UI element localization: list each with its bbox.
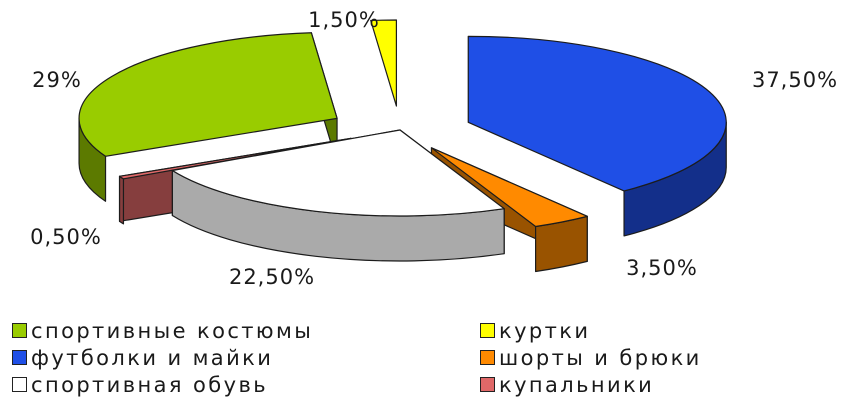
legend-label: купальники xyxy=(499,372,655,397)
pie-slice-side xyxy=(118,175,125,225)
legend-item-sport-suits: спортивные костюмы xyxy=(12,318,480,343)
legend-label: спортивная обувь xyxy=(31,372,268,397)
pie-label-4: 29% xyxy=(32,68,82,92)
legend-item-tshirts: футболки и майки xyxy=(12,345,480,370)
legend-item-shorts: шорты и брюки xyxy=(480,345,840,370)
pie-slices xyxy=(78,19,727,273)
pie-label-2: 22,50% xyxy=(229,265,315,289)
legend-label: футболки и майки xyxy=(31,345,274,370)
pie-slice-2 xyxy=(171,129,505,217)
pie-slice-1 xyxy=(430,147,588,228)
legend-swatch xyxy=(480,350,495,365)
pie-slice-5 xyxy=(370,19,398,107)
pie-chart: 37,50% 3,50% 22,50% 0,50% 29% 1,50% xyxy=(30,8,838,289)
legend-swatch xyxy=(480,323,495,338)
legend-swatch xyxy=(12,323,27,338)
legend-swatch xyxy=(12,377,27,392)
pie-slice-4 xyxy=(78,32,338,157)
legend-swatch xyxy=(12,350,27,365)
legend-label: шорты и брюки xyxy=(499,345,702,370)
pie-label-0: 37,50% xyxy=(752,68,838,92)
pie-label-3: 0,50% xyxy=(30,225,102,249)
legend-item-swimwear: купальники xyxy=(480,372,840,397)
legend-label: куртки xyxy=(499,318,591,343)
pie-label-5: 1,50% xyxy=(308,8,380,32)
legend-item-jackets: куртки xyxy=(480,318,840,343)
legend-item-shoes: спортивная обувь xyxy=(12,372,480,397)
pie-slice-0 xyxy=(467,35,727,192)
pie-label-1: 3,50% xyxy=(626,256,698,280)
legend: спортивные костюмы куртки футболки и май… xyxy=(12,318,852,397)
pie-labels: 37,50% 3,50% 22,50% 0,50% 29% 1,50% xyxy=(30,8,838,289)
legend-swatch xyxy=(480,377,495,392)
legend-label: спортивные костюмы xyxy=(31,318,314,343)
